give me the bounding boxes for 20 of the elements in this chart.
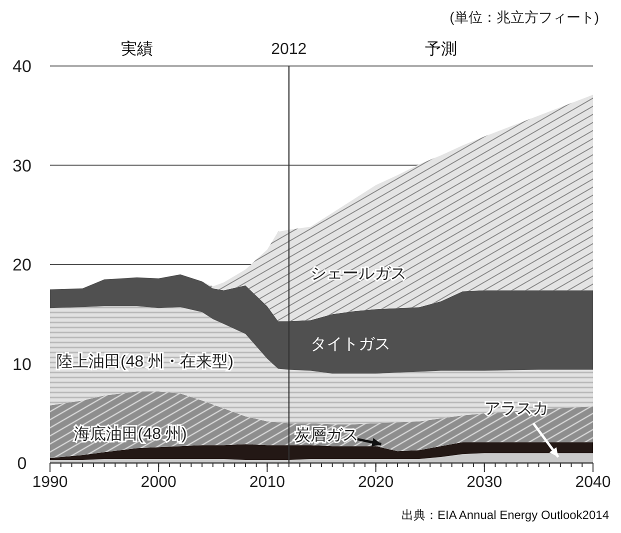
text: 実績 [120,40,153,58]
x-tick-label: 2040 [575,474,611,491]
y-axis-title: (単位：兆立方フィート) [450,9,599,25]
y-tick-label: 20 [12,256,32,274]
source-note: 出典：EIA Annual Energy Outlook2014 [402,508,610,522]
x-tick-label: 2030 [466,474,502,491]
y-tick-label: 10 [12,354,32,374]
x-tick-label: 2020 [358,474,394,491]
x-tick-label: 2010 [249,474,286,491]
text: アラスカ [484,400,548,418]
series-label: シェールガス [310,265,407,282]
text: 予測 [424,40,457,58]
ref-line-label: 2012 [271,41,307,58]
series-label: タイトガス [310,336,391,353]
y-tick-label: 30 [12,156,32,176]
x-tick-label: 2000 [140,474,176,491]
y-tick-label: 40 [12,57,32,76]
x-tick-label: 1990 [32,474,68,491]
series-label: 陸上油田(48 州・在来型) [56,352,234,371]
y-tick-label: 0 [17,454,27,473]
